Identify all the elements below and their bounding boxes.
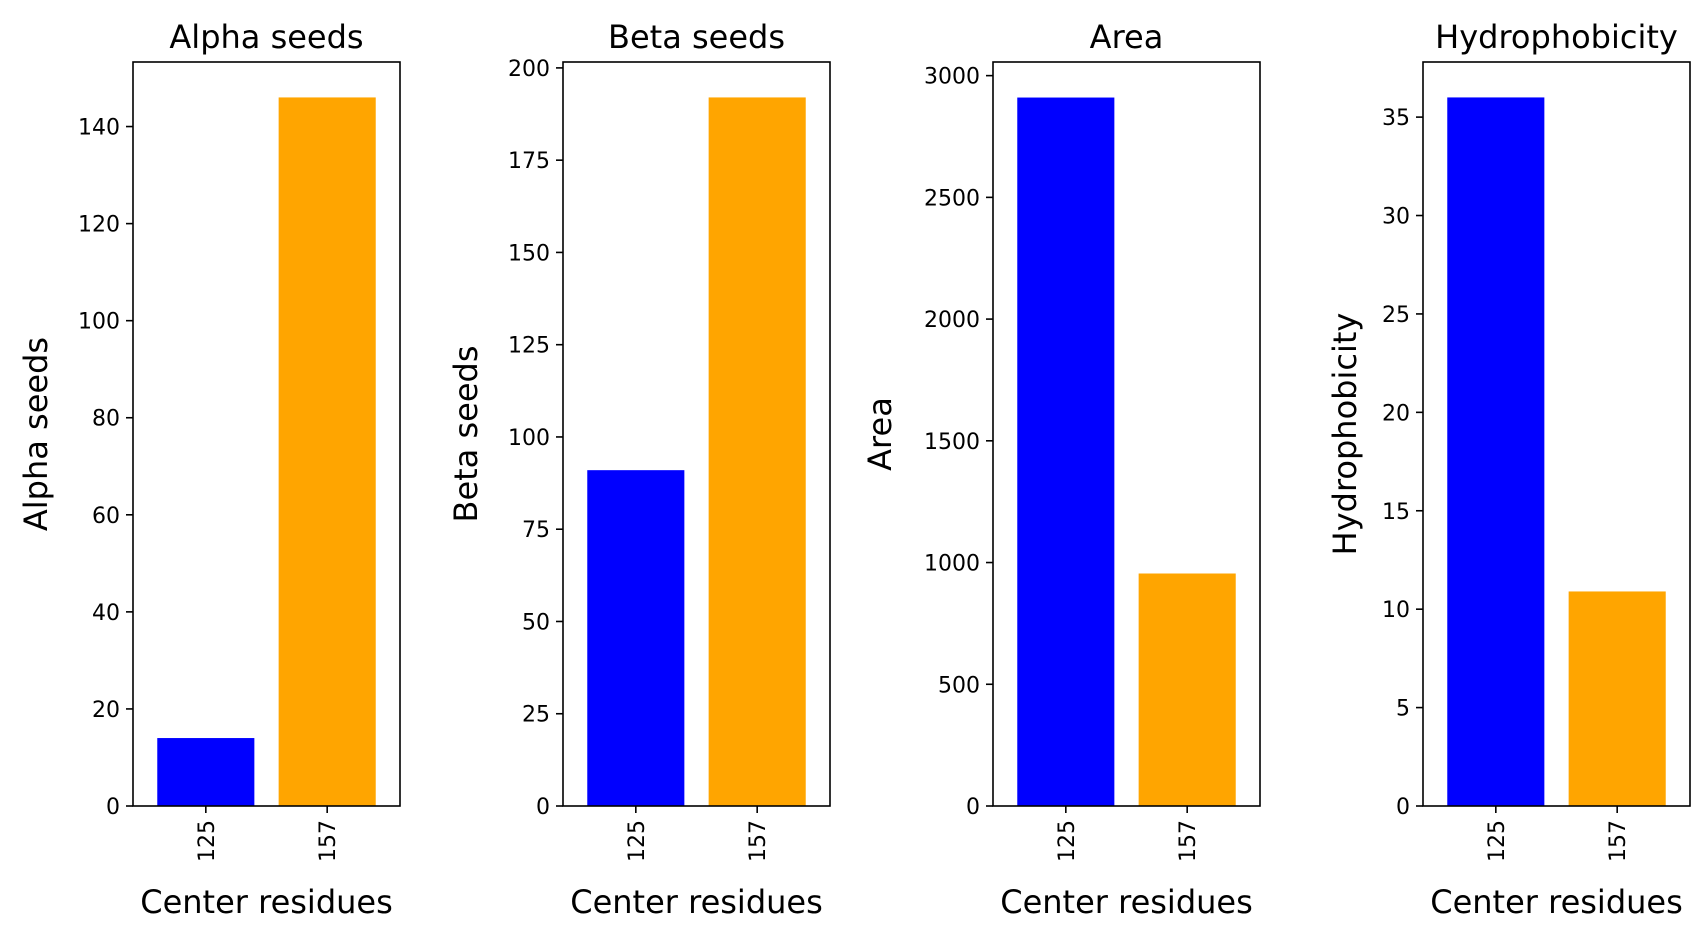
area-ytick-label: 2500 <box>924 186 980 211</box>
alpha-seeds-axes-frame <box>132 61 401 807</box>
beta-seeds-ytick-label: 0 <box>536 795 550 820</box>
beta-seeds-ytick-label: 100 <box>508 426 550 451</box>
beta-seeds-title: Beta seeds <box>608 18 785 56</box>
area-axes-frame <box>992 61 1261 807</box>
area-title: Area <box>1090 18 1164 56</box>
alpha-seeds-bar-157 <box>278 97 376 807</box>
alpha-seeds-ytick-label: 100 <box>78 310 120 335</box>
alpha-seeds-x-axis-label: Center residues <box>140 883 393 921</box>
beta-seeds-axes-frame <box>562 61 831 807</box>
beta-seeds-y-axis-label: Beta seeds <box>447 346 485 523</box>
alpha-seeds-ytick-label: 140 <box>78 116 120 141</box>
area-xtick-label: 157 <box>1176 820 1201 862</box>
beta-seeds-ytick-label: 50 <box>522 610 550 635</box>
beta-seeds-ytick-label: 200 <box>508 57 550 82</box>
hydrophobicity-ytick-label: 30 <box>1382 205 1410 230</box>
area-panel: 0 500 1000 1500 2000 2500 3000 125 157 Area Center… <box>861 18 1261 921</box>
alpha-seeds-xtick-label: 125 <box>195 820 220 862</box>
hydrophobicity-axes-frame <box>1422 61 1691 807</box>
hydrophobicity-ytick-label: 5 <box>1396 697 1410 722</box>
alpha-seeds-ytick-label: 20 <box>92 698 120 723</box>
area-x-axis-label: Center residues <box>1000 883 1253 921</box>
hydrophobicity-ytick-label: 35 <box>1382 106 1410 131</box>
area-ytick-label: 500 <box>938 673 980 698</box>
beta-seeds-bar-157 <box>708 97 806 807</box>
alpha-seeds-ytick-label: 80 <box>92 407 120 432</box>
alpha-seeds-ytick-label: 0 <box>106 795 120 820</box>
area-ytick-label: 1000 <box>924 552 980 577</box>
beta-seeds-bar-125 <box>587 470 685 806</box>
beta-seeds-xtick-label: 125 <box>625 820 650 862</box>
area-ytick-label: 2000 <box>924 308 980 333</box>
beta-seeds-ytick-label: 25 <box>522 703 550 728</box>
alpha-seeds-ytick-label: 60 <box>92 504 120 529</box>
beta-seeds-ytick-label: 175 <box>508 149 550 174</box>
area-xtick-label: 125 <box>1055 820 1080 862</box>
hydrophobicity-xtick-label: 125 <box>1485 820 1510 862</box>
hydrophobicity-xtick-label: 157 <box>1606 820 1631 862</box>
hydrophobicity-title: Hydrophobicity <box>1435 18 1678 56</box>
beta-seeds-x-axis-label: Center residues <box>570 883 823 921</box>
hydrophobicity-bar-157 <box>1568 591 1666 806</box>
area-bar-157 <box>1138 573 1236 806</box>
hydrophobicity-panel: 0 5 10 15 20 25 30 35 125 157 Hydrophobicity Center… <box>1326 18 1691 921</box>
hydrophobicity-y-axis-label: Hydrophobicity <box>1326 313 1364 556</box>
area-bar-125 <box>1017 97 1115 807</box>
hydrophobicity-bar-125 <box>1447 97 1545 807</box>
alpha-seeds-ytick-label: 40 <box>92 601 120 626</box>
area-y-axis-label: Area <box>861 397 899 471</box>
alpha-seeds-title: Alpha seeds <box>169 18 363 56</box>
alpha-seeds-bar-125 <box>157 738 255 806</box>
beta-seeds-ytick-label: 125 <box>508 334 550 359</box>
hydrophobicity-ytick-label: 10 <box>1382 598 1410 623</box>
alpha-seeds-ytick-label: 120 <box>78 213 120 238</box>
alpha-seeds-xtick-label: 157 <box>316 820 341 862</box>
beta-seeds-panel: 0 25 50 75 100 125 150 175 200 125 157 Beta seeds Ce… <box>447 18 831 921</box>
hydrophobicity-ytick-label: 20 <box>1382 401 1410 426</box>
hydrophobicity-ytick-label: 25 <box>1382 303 1410 328</box>
beta-seeds-xtick-label: 157 <box>746 820 771 862</box>
hydrophobicity-ytick-label: 15 <box>1382 500 1410 525</box>
area-ytick-label: 0 <box>966 795 980 820</box>
alpha-seeds-panel: 0 20 40 60 80 100 120 140 125 157 Alpha seeds Cente… <box>17 18 401 921</box>
alpha-seeds-y-axis-label: Alpha seeds <box>17 337 55 531</box>
beta-seeds-ytick-label: 150 <box>508 241 550 266</box>
hydrophobicity-ytick-label: 0 <box>1396 795 1410 820</box>
area-ytick-label: 1500 <box>924 430 980 455</box>
hydrophobicity-x-axis-label: Center residues <box>1430 883 1683 921</box>
beta-seeds-ytick-label: 75 <box>522 518 550 543</box>
area-ytick-label: 3000 <box>924 65 980 90</box>
